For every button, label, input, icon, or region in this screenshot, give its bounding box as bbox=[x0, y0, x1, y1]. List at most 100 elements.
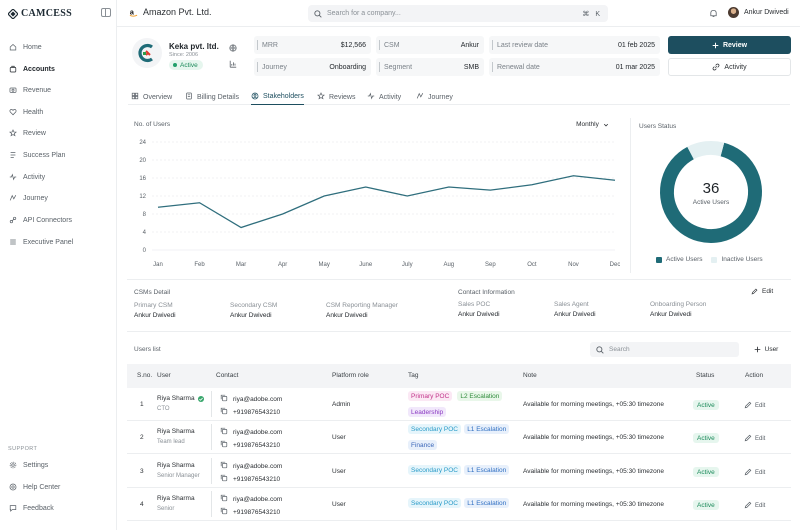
plus-icon bbox=[754, 346, 760, 353]
kpi-label: CSM bbox=[384, 41, 400, 49]
users-line-chart: 0 4 8 12 16 20 24 Jan Feb Mar Apr May June July Aug Sep… bbox=[139, 140, 620, 268]
sidebar-item-label: Success Plan bbox=[23, 151, 66, 159]
row-phone-value: +919876543210 bbox=[233, 508, 281, 516]
tab-journey[interactable]: Journey bbox=[416, 89, 453, 105]
sidebar-item-activity[interactable]: Activity bbox=[9, 170, 113, 184]
copy-icon[interactable] bbox=[220, 394, 228, 404]
add-user-button[interactable]: User bbox=[746, 342, 786, 357]
csm-detail-title: CSMs Detail bbox=[134, 289, 171, 296]
kpi-value: Ankur bbox=[460, 41, 479, 49]
kpi-value: Onboarding bbox=[329, 63, 366, 71]
company-switcher[interactable]: a Amazon Pvt. Ltd. bbox=[129, 7, 212, 17]
accounts-icon bbox=[9, 65, 17, 73]
tab-label: Journey bbox=[428, 93, 453, 101]
contact-info-title: Contact Information bbox=[458, 289, 515, 296]
row-phone[interactable]: +919876543210 bbox=[220, 407, 280, 417]
tab-activity[interactable]: Activity bbox=[367, 89, 401, 105]
company-search-input[interactable]: Search for a company... bbox=[327, 10, 401, 17]
chart-y-axis-title: No. of Users bbox=[134, 121, 171, 128]
tag-badge: L2 Escalation bbox=[457, 391, 503, 401]
sidebar-item-label: Accounts bbox=[23, 65, 55, 73]
copy-icon[interactable] bbox=[220, 440, 228, 450]
activity-button[interactable]: Activity bbox=[668, 58, 791, 76]
sidebar-item-revenue[interactable]: Revenue bbox=[9, 83, 113, 97]
y-tick-label: 12 bbox=[139, 194, 146, 200]
tab-billing-details[interactable]: Billing Details bbox=[185, 89, 239, 105]
row-email-value: riya@adobe.com bbox=[233, 495, 283, 503]
copy-icon[interactable] bbox=[220, 427, 228, 437]
row-phone[interactable]: +919876543210 bbox=[220, 440, 280, 450]
row-platform-role: User bbox=[332, 434, 346, 441]
users-status-title: Users Status bbox=[639, 123, 677, 130]
users-search-input[interactable]: Search bbox=[609, 346, 630, 353]
tab-stakeholders[interactable]: Stakeholders bbox=[251, 89, 304, 105]
sidebar-item-feedback[interactable]: Feedback bbox=[9, 501, 113, 515]
globe-icon[interactable] bbox=[229, 44, 237, 52]
copy-icon[interactable] bbox=[220, 494, 228, 504]
sidebar-collapse-icon[interactable] bbox=[101, 8, 111, 17]
tab-label: Overview bbox=[143, 93, 173, 101]
row-edit-button[interactable]: Edit bbox=[744, 501, 765, 511]
row-edit-button[interactable]: Edit bbox=[744, 434, 765, 444]
brand-logo[interactable]: CAMCESS bbox=[8, 8, 72, 19]
plan-icon bbox=[9, 151, 17, 159]
csm-field-label: CSM Reporting Manager bbox=[326, 302, 398, 309]
copy-icon[interactable] bbox=[220, 507, 228, 517]
row-edit-label: Edit bbox=[755, 503, 766, 509]
legend-swatch bbox=[656, 256, 662, 263]
row-email[interactable]: riya@adobe.com bbox=[220, 394, 282, 404]
users-status-donut: 36 Active Users bbox=[660, 141, 762, 243]
bell-icon[interactable] bbox=[709, 9, 718, 18]
tab-overview[interactable]: Overview bbox=[131, 89, 172, 105]
review-button[interactable]: Review bbox=[668, 36, 791, 54]
row-edit-button[interactable]: Edit bbox=[744, 401, 765, 411]
csm-field-label: Secondary CSM bbox=[230, 302, 278, 309]
x-tick-label: Oct bbox=[527, 262, 537, 268]
kpi-csm: CSM Ankur bbox=[376, 36, 484, 54]
status-badge: Active bbox=[693, 433, 719, 443]
row-email[interactable]: riya@adobe.com bbox=[220, 461, 282, 471]
sidebar-item-home[interactable]: Home bbox=[9, 40, 113, 54]
row-email[interactable]: riya@adobe.com bbox=[220, 427, 282, 437]
column-header-status: Status bbox=[696, 372, 715, 379]
copy-icon[interactable] bbox=[220, 461, 228, 471]
row-email-value: riya@adobe.com bbox=[233, 395, 283, 403]
divider bbox=[127, 331, 791, 332]
period-dropdown-value: Monthly bbox=[576, 121, 599, 128]
period-dropdown[interactable]: Monthly bbox=[570, 118, 615, 131]
gear-icon bbox=[9, 461, 17, 469]
row-email[interactable]: riya@adobe.com bbox=[220, 494, 282, 504]
row-edit-button[interactable]: Edit bbox=[744, 468, 765, 478]
sidebar-item-executive-panel[interactable]: Executive Panel bbox=[9, 235, 113, 249]
row-phone[interactable]: +919876543210 bbox=[220, 507, 280, 517]
contact-edit-button[interactable]: Edit bbox=[751, 288, 773, 295]
link-icon bbox=[713, 63, 720, 71]
account-logo bbox=[132, 38, 162, 68]
sidebar-item-settings[interactable]: Settings bbox=[9, 458, 113, 472]
analytics-icon[interactable] bbox=[229, 60, 237, 68]
donut-legend: Active Users Inactive Users bbox=[656, 256, 763, 263]
row-sno: 1 bbox=[140, 401, 144, 408]
sidebar-item-help-center[interactable]: Help Center bbox=[9, 480, 113, 494]
sidebar-item-health[interactable]: Health bbox=[9, 105, 113, 119]
sidebar-item-success-plan[interactable]: Success Plan bbox=[9, 148, 113, 162]
column-header-note: Note bbox=[523, 372, 537, 379]
sidebar-item-journey[interactable]: Journey bbox=[9, 191, 113, 205]
user-menu[interactable]: Ankur Dwivedi bbox=[728, 7, 789, 18]
account-profile bbox=[132, 38, 162, 68]
row-platform-role: Admin bbox=[332, 401, 351, 408]
row-phone[interactable]: +919876543210 bbox=[220, 474, 280, 484]
sidebar-item-api-connectors[interactable]: API Connectors bbox=[9, 213, 113, 227]
copy-icon[interactable] bbox=[220, 474, 228, 484]
row-phone-value: +919876543210 bbox=[233, 441, 281, 449]
copy-icon[interactable] bbox=[220, 407, 228, 417]
users-search[interactable]: Search bbox=[590, 342, 739, 357]
sidebar-item-review[interactable]: Review bbox=[9, 126, 113, 140]
tab-reviews[interactable]: Reviews bbox=[317, 89, 355, 105]
y-tick-label: 8 bbox=[143, 212, 147, 218]
x-tick-label: Dec bbox=[610, 262, 620, 268]
company-search[interactable]: Search for a company... ⌘ K bbox=[308, 5, 608, 22]
stakeholders-icon bbox=[251, 92, 259, 102]
pencil-icon bbox=[751, 288, 758, 295]
sidebar-item-accounts[interactable]: Accounts bbox=[9, 62, 113, 76]
